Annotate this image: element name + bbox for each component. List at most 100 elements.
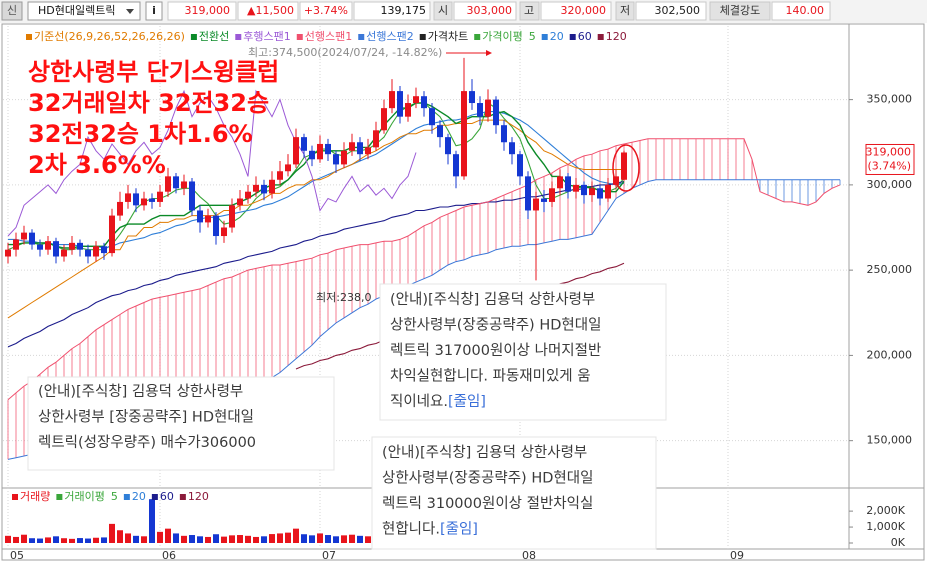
- candle-body: [509, 142, 515, 155]
- legend-label: 선행스팬2: [366, 30, 413, 43]
- y-tick-label: 200,000: [867, 348, 913, 361]
- candle-body: [37, 244, 43, 250]
- volume-bar: [221, 536, 227, 543]
- label-box: [615, 1, 635, 21]
- note-line: 렉트릭(성장우량주) 매수가306000: [38, 434, 256, 451]
- candle-body: [485, 99, 491, 117]
- candle-body: [205, 215, 211, 223]
- volume-bar: [277, 533, 283, 543]
- candle-body: [69, 242, 75, 250]
- legend-label: 60: [160, 490, 174, 503]
- info[interactable]: i: [152, 4, 156, 17]
- legend: 기준선(26,9,26,52,26,26,26) 전환선 후행스팬1 선행스팬1 선행스…: [26, 30, 627, 43]
- legend-swatch: [296, 34, 303, 40]
- legend-label: 거래량: [20, 490, 50, 503]
- symbol-box[interactable]: [27, 1, 141, 21]
- icon[interactable]: 신: [7, 4, 17, 17]
- high: 320,000: [561, 4, 607, 17]
- overlay-text: 상한사령부 단기스윙클럽 32거래일차 32전32승 32전32승 1차1.6%…: [28, 46, 640, 304]
- open-label: 시: [438, 4, 448, 17]
- cell: [771, 1, 831, 21]
- x-tick-label: 05: [10, 549, 24, 562]
- note-line: (안내)[주식창] 김용덕 상한사령부: [390, 291, 595, 308]
- candle-body: [5, 249, 11, 257]
- axis: 150,000 200,000 250,000 300,000 350,000 05 06 0…: [10, 93, 915, 562]
- candle-body: [389, 91, 395, 109]
- legend-label: 가격차트: [428, 30, 468, 43]
- candle-body: [277, 171, 283, 180]
- line: [7, 138, 841, 401]
- legend-label: 120: [606, 30, 627, 43]
- candle-body: [29, 232, 35, 245]
- candle-body: [301, 137, 307, 151]
- cell: [353, 1, 431, 21]
- candle-body: [605, 184, 611, 199]
- volume-bar: [189, 535, 195, 543]
- candle-body: [365, 147, 371, 155]
- legend-swatch: [26, 34, 32, 40]
- strength: 140.00: [786, 4, 825, 17]
- volume-bar: [365, 536, 371, 543]
- volume-bar: [85, 538, 91, 543]
- candle-body: [549, 188, 555, 202]
- candle-body: [157, 191, 163, 202]
- y-tick-label: 250,000: [867, 263, 913, 276]
- candle-body: [453, 154, 459, 177]
- volume-bar: [117, 530, 123, 543]
- legend-label: 20: [132, 490, 146, 503]
- icon-box[interactable]: [1, 1, 23, 21]
- legend-swatch: [12, 494, 18, 500]
- legend-swatch: [569, 34, 576, 40]
- volume-bar: [333, 536, 339, 543]
- toolbar: 신 HD현대일렉트릭 i 319,000 ▲11,500 +3.74% 139,…: [0, 0, 927, 23]
- line: [7, 89, 417, 237]
- candle-body: [501, 125, 507, 143]
- current-change: (3.74%): [867, 159, 911, 172]
- candle-body: [141, 198, 147, 206]
- candle-body: [61, 249, 67, 257]
- note-line: 상한사령부(장중공략주) HD현대일: [390, 317, 601, 334]
- volume-bar: [357, 535, 363, 543]
- volume-bar: [37, 538, 43, 543]
- candle-body: [397, 91, 403, 117]
- line: [7, 180, 625, 348]
- volume-bar: [293, 528, 299, 543]
- candle-body: [77, 242, 83, 250]
- candle-body: [253, 184, 259, 192]
- symbol[interactable]: HD현대일렉트릭: [38, 3, 115, 17]
- legend-swatch: [597, 34, 604, 40]
- volume-bar: [93, 537, 99, 543]
- legend-label: 20: [550, 30, 564, 43]
- cell: [237, 1, 299, 21]
- candle-body: [381, 108, 387, 131]
- candle-body: [533, 198, 539, 211]
- dropdown-arrow[interactable]: [126, 9, 134, 14]
- info-box[interactable]: [145, 1, 163, 21]
- legend-swatch: [541, 34, 548, 40]
- x-tick-label: 09: [730, 549, 744, 562]
- note-link[interactable]: [줄임]: [440, 521, 478, 538]
- candle-body: [285, 164, 291, 172]
- volume-bar: [341, 535, 347, 543]
- highlight-circle: [612, 144, 640, 192]
- volume-tick-label: 2,000K: [866, 504, 905, 517]
- volume-bar: [261, 536, 267, 543]
- candle-body: [597, 188, 603, 199]
- candle-body: [565, 176, 571, 192]
- volume-bar: [213, 534, 219, 543]
- volume-bar: [245, 535, 251, 543]
- x-tick-label: 06: [162, 549, 176, 562]
- note-link[interactable]: [줄임]: [448, 393, 486, 410]
- label-box: [519, 1, 540, 21]
- volume: 139,175: [381, 4, 427, 17]
- candle-body: [293, 137, 299, 165]
- candle-body: [237, 198, 243, 206]
- candle-body: [325, 143, 331, 155]
- candle-body: [149, 198, 155, 202]
- legend-label: 후행스팬1: [243, 30, 290, 43]
- label-box: [709, 1, 771, 21]
- candle-body: [493, 99, 499, 126]
- candle-body: [13, 239, 19, 250]
- note-line: 직이네요.: [390, 393, 448, 410]
